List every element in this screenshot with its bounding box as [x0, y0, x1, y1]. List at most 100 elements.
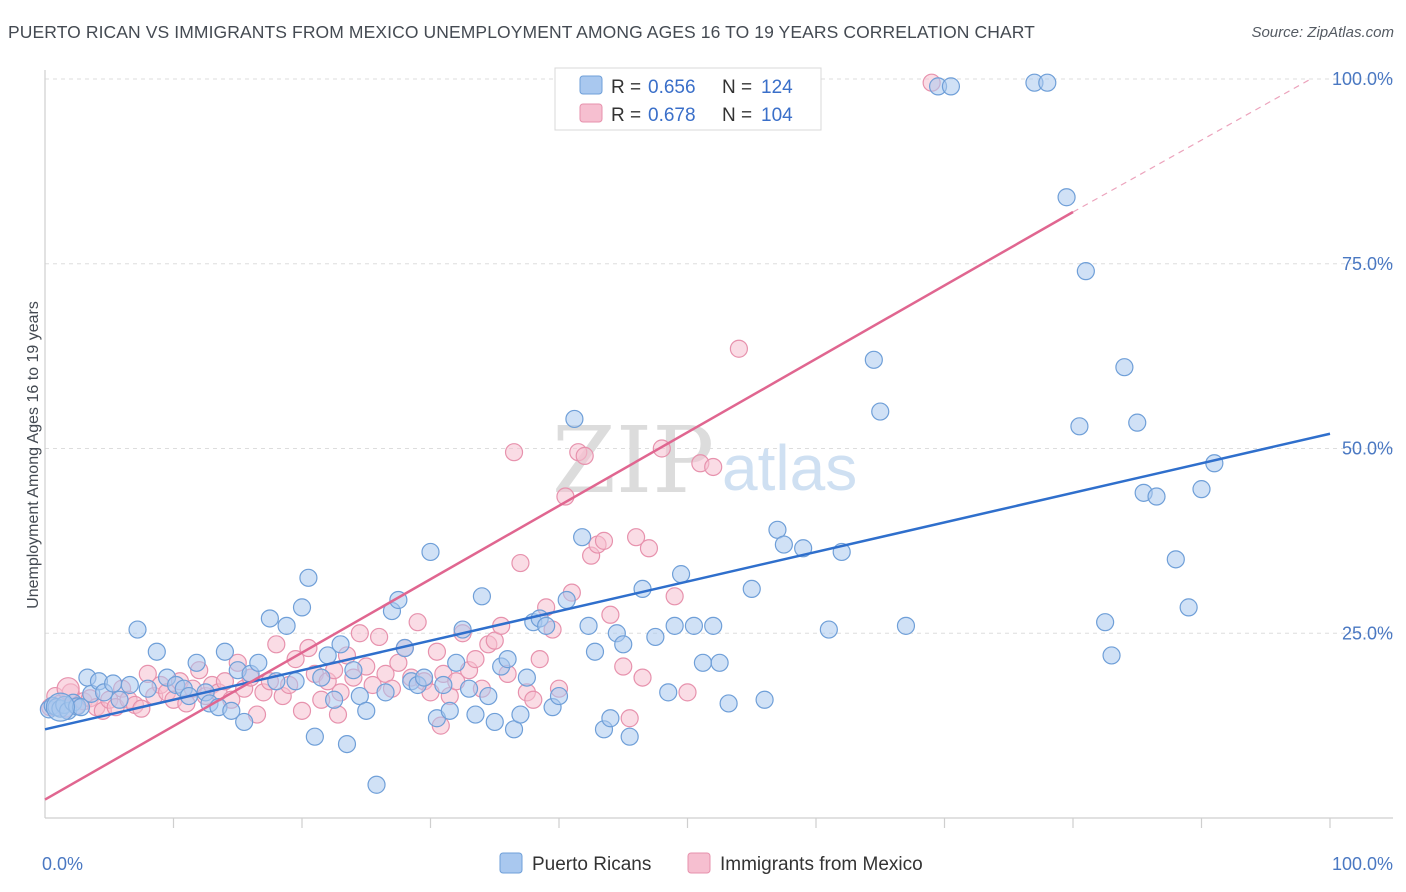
point-mexico — [729, 339, 749, 358]
point-puerto-rican — [337, 734, 357, 754]
trend-line-mexico-extension — [1072, 78, 1312, 213]
point-puerto-rican — [421, 542, 440, 562]
point-puerto-rican — [376, 683, 395, 702]
point-mexico — [511, 553, 530, 573]
point-mexico — [620, 709, 639, 728]
point-puerto-rican — [235, 712, 254, 732]
point-puerto-rican-cluster — [45, 692, 76, 722]
x-tick-label: 100.0% — [1332, 854, 1393, 874]
point-puerto-rican — [1070, 417, 1089, 436]
point-puerto-rican — [742, 579, 761, 599]
point-puerto-rican — [620, 727, 639, 746]
point-mexico — [633, 668, 652, 687]
point-puerto-rican — [325, 690, 344, 709]
bottom-legend: Puerto Ricans Immigrants from Mexico — [499, 852, 923, 875]
y-axis-label: Unemployment Among Ages 16 to 19 years — [25, 301, 42, 609]
point-puerto-rican — [128, 620, 147, 639]
point-puerto-rican — [1102, 646, 1121, 665]
legend-box: R = 0.656 N = 124 R = 0.678 N = 104 — [554, 67, 822, 131]
point-puerto-rican — [684, 616, 704, 635]
bottom-legend-swatch-mexico — [687, 852, 711, 874]
point-puerto-rican — [659, 683, 678, 702]
point-puerto-rican — [1096, 613, 1115, 632]
points-immigrants-from-mexico — [41, 73, 941, 735]
legend-r-label: R = — [611, 105, 641, 126]
point-puerto-rican — [941, 77, 961, 96]
bottom-legend-puerto-ricans: Puerto Ricans — [532, 854, 651, 875]
point-mexico — [370, 627, 389, 647]
point-puerto-rican — [440, 701, 459, 720]
point-puerto-rican — [665, 616, 684, 635]
chart-title: PUERTO RICAN VS IMMIGRANTS FROM MEXICO U… — [8, 22, 1035, 42]
y-tick-label: 75.0% — [1342, 254, 1393, 274]
point-puerto-rican — [1179, 598, 1198, 617]
point-puerto-rican — [864, 350, 883, 369]
point-mexico — [504, 443, 524, 462]
point-mexico — [427, 642, 447, 661]
x-tick-labels: 0.0% 100.0% — [42, 854, 1393, 874]
point-puerto-rican — [710, 653, 729, 672]
point-mexico — [524, 690, 543, 709]
point-puerto-rican — [367, 775, 386, 794]
point-puerto-rican — [565, 409, 584, 429]
trend-line-puerto-ricans — [44, 432, 1331, 731]
point-puerto-rican — [1115, 358, 1134, 377]
point-puerto-rican — [277, 616, 296, 635]
point-puerto-rican — [120, 675, 139, 695]
point-puerto-rican — [511, 705, 530, 724]
point-puerto-rican — [344, 661, 363, 680]
point-puerto-rican — [1147, 487, 1166, 506]
point-puerto-rican — [147, 642, 166, 661]
point-puerto-rican — [1166, 550, 1185, 569]
legend-n-label: N = — [722, 105, 752, 126]
bottom-legend-swatch-puerto-ricans — [499, 852, 523, 874]
point-puerto-rican — [187, 653, 206, 672]
point-puerto-rican — [312, 668, 331, 687]
y-tick-label: 50.0% — [1342, 439, 1393, 459]
point-mexico — [215, 672, 234, 691]
point-mexico — [639, 539, 659, 558]
point-puerto-rican — [774, 535, 793, 554]
legend-swatch-mexico — [579, 103, 603, 123]
point-mexico — [408, 613, 427, 632]
point-mexico — [594, 531, 614, 550]
point-puerto-rican — [305, 727, 324, 746]
point-puerto-rican — [1205, 454, 1224, 473]
point-puerto-rican — [479, 686, 498, 706]
point-mexico — [678, 683, 697, 702]
point-puerto-rican — [414, 668, 434, 687]
legend-swatch-puerto-ricans — [579, 75, 603, 95]
point-puerto-rican — [1128, 413, 1147, 432]
point-puerto-rican — [704, 616, 723, 635]
point-mexico — [530, 650, 549, 669]
point-puerto-rican — [104, 674, 123, 693]
point-puerto-rican — [1038, 73, 1057, 92]
point-puerto-rican — [249, 653, 268, 672]
point-puerto-rican — [260, 609, 279, 628]
point-puerto-rican — [434, 675, 453, 695]
point-puerto-rican — [299, 568, 318, 587]
x-tick-label: 0.0% — [42, 854, 83, 874]
point-puerto-rican — [537, 616, 556, 635]
point-puerto-rican — [517, 668, 536, 687]
point-puerto-rican — [286, 672, 305, 691]
point-puerto-rican — [1192, 480, 1211, 499]
points-puerto-ricans — [39, 73, 1224, 794]
trend-line-mexico — [44, 210, 1074, 801]
point-puerto-rican — [138, 679, 157, 698]
point-puerto-rican — [633, 579, 652, 599]
point-puerto-rican — [579, 616, 598, 635]
bottom-legend-mexico: Immigrants from Mexico — [720, 854, 923, 875]
y-tick-labels: 25.0% 50.0% 75.0% 100.0% — [1332, 69, 1393, 643]
point-puerto-rican — [719, 694, 738, 713]
point-mexico — [704, 457, 723, 477]
watermark-atlas: atlas — [722, 432, 857, 504]
point-puerto-rican — [585, 642, 605, 661]
legend-n-value-mexico: 104 — [761, 105, 793, 126]
point-puerto-rican — [1076, 262, 1095, 281]
point-puerto-rican — [755, 690, 774, 709]
point-puerto-rican — [646, 627, 665, 647]
legend-r-value-mexico: 0.678 — [648, 105, 696, 126]
point-mexico — [614, 657, 633, 676]
